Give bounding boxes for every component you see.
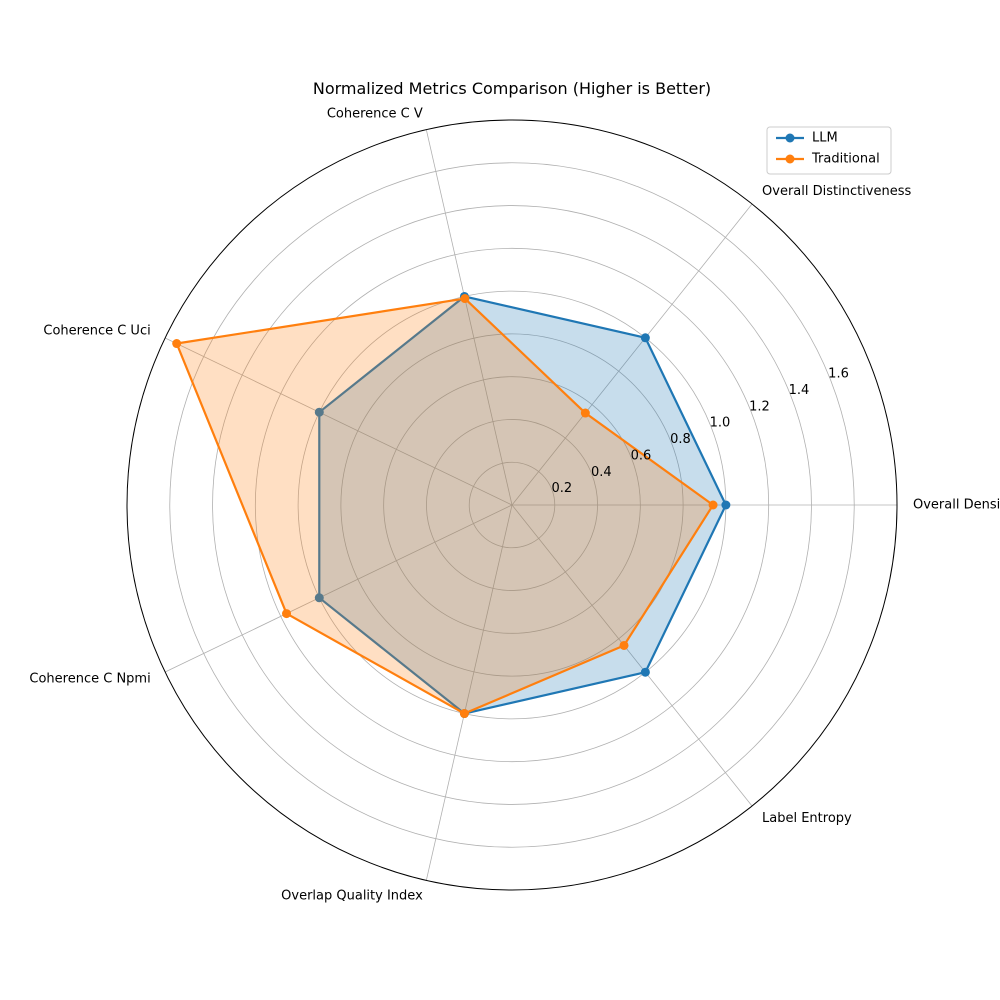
category-label: Label Entropy — [762, 811, 852, 826]
spoke-gridline — [511, 504, 753, 807]
data-point-traditional — [619, 640, 629, 650]
polar-frame — [126, 119, 898, 891]
series-fill-llm — [319, 296, 726, 714]
legend-label-llm: LLM — [812, 131, 838, 146]
category-label: Overall Distinctiveness — [762, 184, 911, 199]
category-label: Coherence C Npmi — [29, 671, 150, 686]
category-label: Coherence C Uci — [43, 324, 150, 339]
axis-labels: 0.2 0.4 0.6 0.8 1.0 1.2 1.4 1.6 Overall Density O… — [29, 107, 1000, 904]
series-line-traditional — [175, 297, 715, 715]
radial-tick-label: 1.6 — [828, 367, 849, 382]
data-point-traditional — [282, 609, 292, 619]
radial-tick-label: 0.6 — [631, 448, 652, 463]
data-point-traditional — [460, 294, 470, 304]
spoke-gridline — [511, 203, 753, 506]
data-point-llm — [721, 500, 731, 510]
radial-tick-label: 0.4 — [591, 465, 612, 480]
data-point-traditional — [580, 408, 590, 418]
radial-tick-label: 1.0 — [710, 416, 731, 431]
data-point-llm — [314, 407, 324, 417]
series-line-llm — [318, 295, 727, 715]
radial-tick-label: 0.2 — [552, 481, 573, 496]
data-point-traditional — [708, 500, 718, 510]
chart-title: Normalized Metrics Comparison (Higher is… — [313, 79, 711, 98]
legend: LLM Traditional — [766, 126, 892, 175]
legend-label-traditional: Traditional — [811, 152, 880, 167]
series-fill-traditional — [176, 298, 714, 714]
spoke-gridline — [425, 504, 513, 881]
legend-marker-traditional — [785, 154, 795, 164]
data-point-traditional — [459, 709, 469, 719]
legend-marker-llm — [785, 133, 795, 143]
radial-tick-label: 0.8 — [670, 432, 691, 447]
data-point-traditional — [172, 339, 182, 349]
data-point-llm — [314, 593, 324, 603]
data-point-llm — [640, 667, 650, 677]
spoke-gridline — [164, 504, 513, 673]
series-layer — [172, 291, 731, 719]
category-label: Overlap Quality Index — [281, 888, 423, 903]
spoke-gridline — [425, 129, 513, 506]
spoke-gridline — [164, 337, 513, 506]
radial-tick-label: 1.4 — [789, 383, 810, 398]
category-label: Coherence C V — [327, 107, 423, 122]
grid — [126, 119, 898, 891]
radial-tick-label: 1.2 — [749, 399, 770, 414]
data-point-llm — [640, 333, 650, 343]
category-label: Overall Density — [913, 498, 1000, 513]
